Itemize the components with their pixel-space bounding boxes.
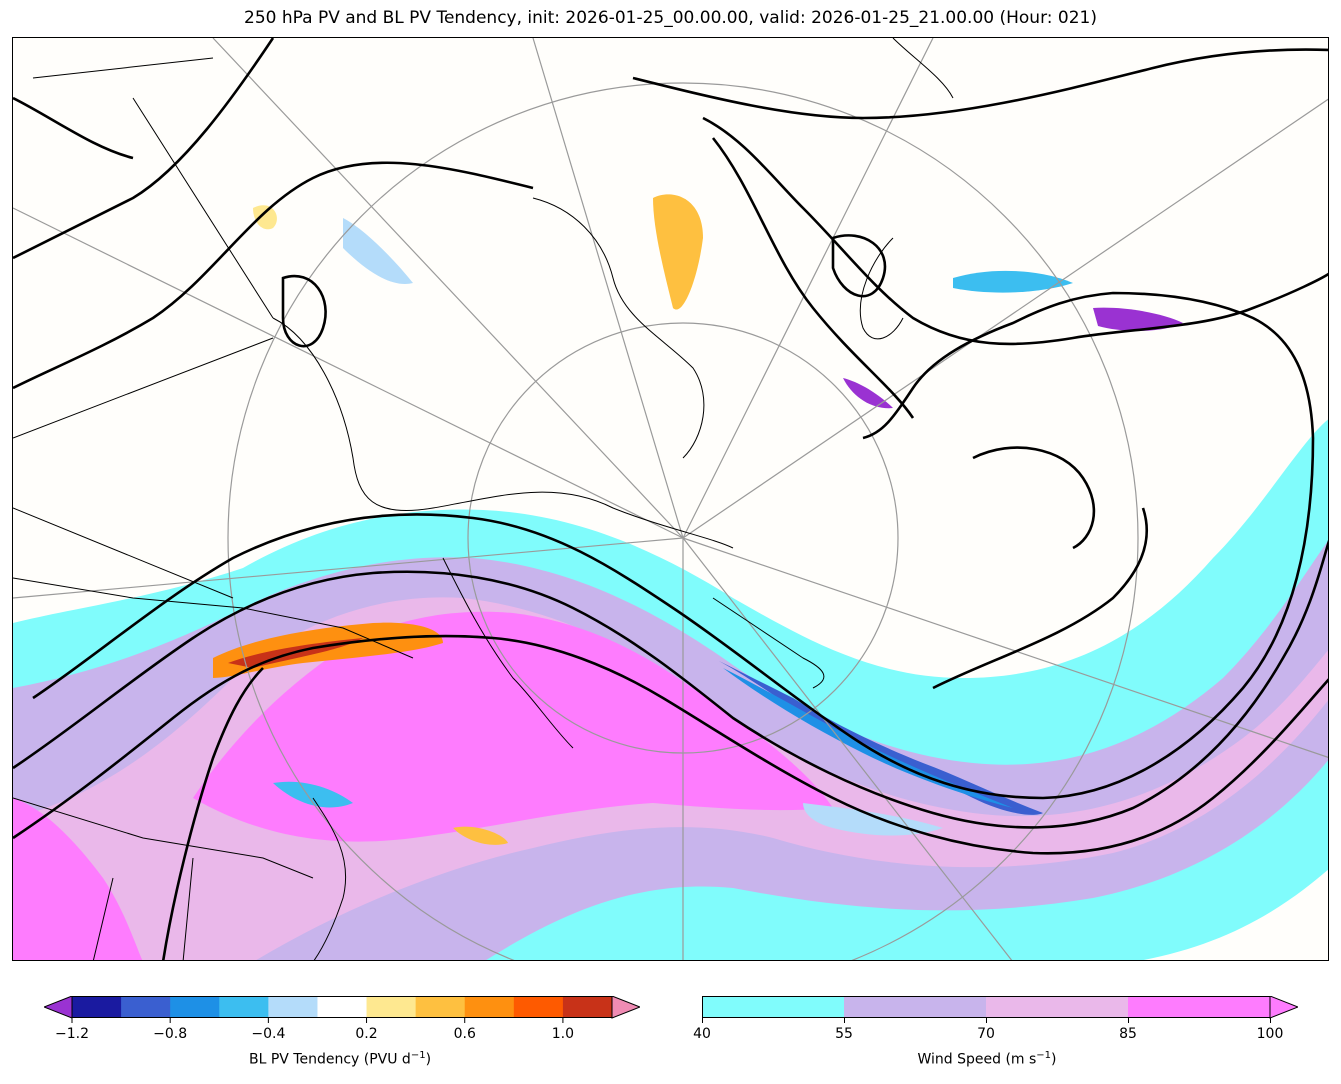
colorbar-tick-label: 0.2 xyxy=(355,1026,378,1042)
pv-contour xyxy=(13,161,534,390)
wind-speed-colorbar xyxy=(702,996,1298,1024)
map-panel xyxy=(12,37,1329,961)
pv-contours xyxy=(13,38,1328,960)
wind-speed-colorbar-bar xyxy=(702,996,1298,1023)
colorbar-segment xyxy=(562,996,613,1018)
coastline xyxy=(532,197,705,459)
colorbar-segment xyxy=(986,996,1129,1018)
pv-contour xyxy=(13,96,134,160)
pv-contour xyxy=(972,446,1096,550)
colorbar-segment xyxy=(219,996,269,1018)
pv-contour xyxy=(702,116,1328,346)
pv-tendency-positive xyxy=(253,205,277,230)
coastlines-and-borders xyxy=(13,38,954,960)
colorbar-tick-label: −1.2 xyxy=(55,1026,89,1042)
colorbar-segment xyxy=(366,996,417,1018)
meridian xyxy=(13,207,684,539)
pv-contour xyxy=(831,234,887,298)
colorbar-tick-label: 55 xyxy=(835,1026,853,1042)
pv-tendency-negative xyxy=(953,270,1073,293)
colorbar-segment xyxy=(317,996,368,1018)
meridian xyxy=(682,98,1328,539)
meridian xyxy=(532,38,684,539)
wind-band-85-100-west xyxy=(13,798,143,960)
meridian xyxy=(682,537,1013,960)
colorbar-tick-label: −0.4 xyxy=(251,1026,286,1042)
coastline xyxy=(712,597,825,689)
coastline xyxy=(272,317,734,549)
latitude-circle xyxy=(227,82,1139,960)
colorbar-tick-label: 40 xyxy=(693,1026,711,1042)
colorbar-segment xyxy=(170,996,220,1018)
pv-tendency-negative xyxy=(843,378,893,409)
pv-tendency-positive xyxy=(653,194,703,310)
colorbar-tick-label: 1.0 xyxy=(551,1026,575,1042)
coastline xyxy=(892,38,954,99)
colorbar-outline xyxy=(702,996,1271,1018)
border xyxy=(13,797,314,960)
colorbar-segment xyxy=(72,996,122,1018)
colorbar-tick-label: 100 xyxy=(1256,1026,1284,1042)
pv-tendency-negative xyxy=(273,781,353,808)
colorbar-over-arrow xyxy=(1269,996,1298,1019)
meridian xyxy=(682,537,1328,758)
pv-tendency-colorbar-bar xyxy=(44,996,640,1023)
colorbar-segment xyxy=(702,996,845,1018)
wind-speed-colorbar-label: Wind Speed (m s−1) xyxy=(917,1050,1057,1068)
colorbar-segment xyxy=(1128,996,1271,1018)
pv-tendency-positive xyxy=(453,826,508,845)
border xyxy=(13,57,274,599)
meridian xyxy=(682,38,934,539)
colorbar-segment xyxy=(844,996,987,1018)
meridian xyxy=(212,38,684,539)
colorbar-under-arrow xyxy=(44,996,73,1019)
pv-contour xyxy=(13,634,1328,855)
wind-band-85-100 xyxy=(193,611,833,842)
colorbar-tick-label: 70 xyxy=(977,1026,995,1042)
colorbar-segment xyxy=(415,996,466,1018)
coastline xyxy=(312,797,347,960)
plot-title: 250 hPa PV and BL PV Tendency, init: 202… xyxy=(244,8,1097,28)
coastline xyxy=(442,557,574,749)
pv-tendency-colorbar-label: BL PV Tendency (PVU d−1) xyxy=(248,1050,432,1068)
pv-contour xyxy=(632,48,1328,120)
colorbar-segment xyxy=(268,996,318,1018)
pv-contour xyxy=(13,539,1328,829)
pv-contour xyxy=(32,291,1315,800)
pv-tendency-negative xyxy=(343,218,413,284)
pv-contour xyxy=(13,38,275,260)
colorbar-outline xyxy=(71,996,613,1018)
colorbar-tick-label: −0.8 xyxy=(153,1026,188,1042)
pv-contour xyxy=(162,667,264,960)
coastline xyxy=(859,237,904,340)
pv-tendency-colorbar xyxy=(44,996,640,1024)
colorbar-segment xyxy=(121,996,171,1018)
colorbar-segment xyxy=(513,996,564,1018)
pv-contour xyxy=(711,137,915,419)
map-canvas xyxy=(13,38,1328,960)
pv-contour xyxy=(932,507,1149,690)
pv-contour xyxy=(281,274,327,348)
colorbar-tick-label: 0.6 xyxy=(453,1026,476,1042)
colorbar-tick-label: 85 xyxy=(1119,1026,1137,1042)
colorbar-over-arrow xyxy=(611,996,640,1019)
colorbar-segment xyxy=(464,996,515,1018)
pv-tendency-negative xyxy=(1093,307,1183,331)
